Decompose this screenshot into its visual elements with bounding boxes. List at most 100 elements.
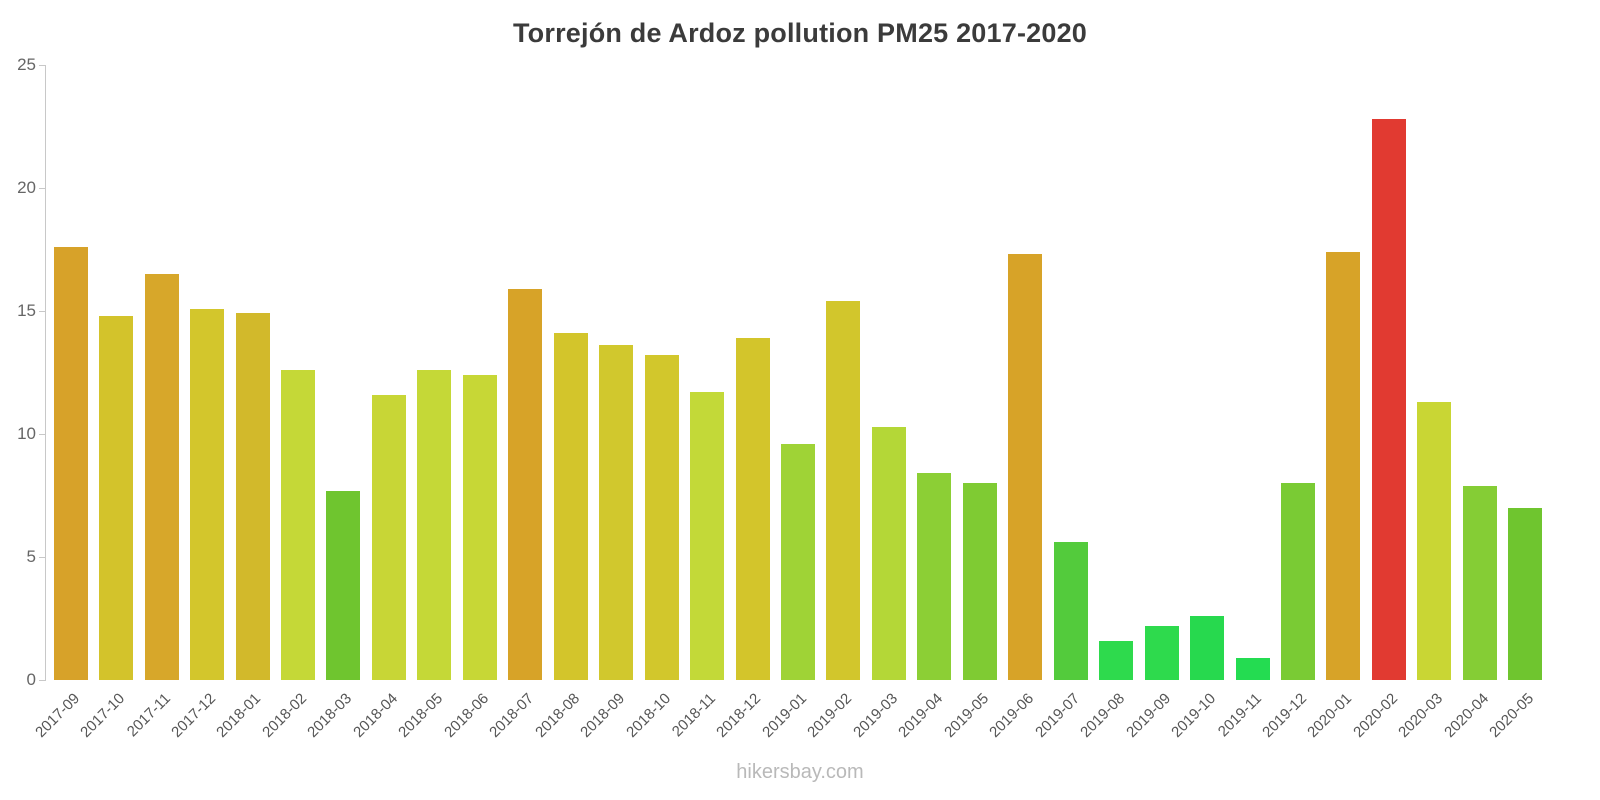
x-axis-label: 2018-09 — [577, 690, 629, 741]
bar-slot: 2018-03 — [305, 65, 366, 741]
bar-slot: 2018-04 — [350, 65, 411, 741]
bar-slot: 2017-12 — [168, 65, 229, 741]
bar — [190, 308, 225, 680]
y-axis-tick-label: 10 — [17, 424, 36, 443]
bar-slot: 2018-06 — [441, 65, 502, 741]
x-axis-label: 2018-03 — [304, 690, 356, 741]
bar-slot: 2019-05 — [941, 65, 1002, 741]
x-axis-label: 2018-11 — [668, 690, 720, 741]
x-axis-label: 2019-10 — [1168, 690, 1220, 741]
bar — [462, 374, 497, 680]
x-axis-label: 2020-02 — [1349, 690, 1401, 741]
bar — [1190, 616, 1225, 680]
bar — [644, 355, 679, 680]
bar — [1326, 251, 1361, 680]
y-axis-tick-mark — [39, 311, 45, 312]
bar-slot: 2018-08 — [532, 65, 593, 741]
bar-slot: 2019-06 — [986, 65, 1048, 741]
y-axis-tick-label: 0 — [26, 670, 36, 689]
bar-slot: 2018-05 — [395, 65, 457, 741]
bar-slot: 2019-10 — [1168, 65, 1229, 741]
bar — [1280, 483, 1315, 680]
y-axis-tick-label: 15 — [17, 301, 36, 320]
y-axis-tick-label: 20 — [17, 178, 36, 197]
bar-slot: 2020-01 — [1304, 65, 1366, 741]
bar-slot: 2018-07 — [486, 65, 548, 741]
bar — [599, 345, 634, 680]
bar-slot: 2019-07 — [1032, 65, 1093, 741]
bar — [1099, 640, 1134, 680]
bar-slot: 2018-01 — [214, 65, 275, 741]
bar — [826, 301, 861, 680]
bar — [326, 490, 361, 680]
x-axis-label: 2018-07 — [486, 690, 538, 741]
bar — [235, 313, 270, 680]
x-axis-label: 2020-01 — [1304, 690, 1356, 741]
bar-slot: 2019-03 — [850, 65, 911, 741]
bar — [144, 274, 179, 680]
bar — [917, 473, 952, 680]
bar — [735, 338, 770, 680]
x-axis-label: 2020-05 — [1486, 690, 1538, 741]
y-axis: 0 5 10 15 20 25 — [0, 55, 38, 689]
x-axis-label: 2018-12 — [713, 690, 765, 741]
x-axis-label: 2018-08 — [531, 690, 583, 741]
bar — [1417, 402, 1452, 680]
x-axis-label: 2018-04 — [349, 690, 401, 741]
bar-slot: 2019-01 — [759, 65, 820, 741]
x-axis-label: 2017-12 — [168, 690, 220, 741]
bar-slot: 2018-11 — [669, 65, 729, 740]
bar-slot: 2020-05 — [1486, 65, 1548, 741]
bar-slot: 2019-02 — [805, 65, 866, 741]
bar — [508, 288, 543, 680]
bar — [553, 333, 588, 680]
y-axis-tick-mark — [39, 65, 45, 66]
bar-slot: 2019-12 — [1259, 65, 1320, 741]
bar — [1508, 507, 1543, 680]
y-axis-tick-label: 5 — [26, 547, 36, 566]
bar — [871, 426, 906, 680]
x-axis-label: 2018-10 — [622, 690, 674, 741]
bar — [690, 392, 725, 680]
x-axis-label: 2019-12 — [1259, 690, 1310, 741]
bar-slot: 2019-09 — [1123, 65, 1184, 741]
bar-slot: 2020-02 — [1350, 65, 1411, 741]
bar-slot: 2018-12 — [714, 65, 775, 741]
bar — [1053, 542, 1088, 680]
y-axis-line — [45, 65, 46, 681]
bar — [1371, 119, 1406, 680]
footer-watermark: hikersbay.com — [736, 761, 864, 783]
x-axis-label: 2018-05 — [395, 690, 447, 741]
x-axis-label: 2020-04 — [1440, 690, 1492, 741]
bar-slot: 2019-08 — [1077, 65, 1138, 741]
x-axis-label: 2019-02 — [804, 690, 856, 741]
bar — [371, 394, 406, 680]
x-axis-label: 2019-09 — [1122, 690, 1174, 741]
x-axis-label: 2018-06 — [440, 690, 492, 741]
x-axis-label: 2019-03 — [849, 690, 901, 741]
bar — [99, 315, 134, 680]
x-axis-label: 2019-07 — [1031, 690, 1083, 741]
x-axis-label: 2019-04 — [895, 690, 947, 741]
bar — [417, 370, 452, 680]
x-axis-label: 2017-10 — [77, 690, 129, 741]
bar — [53, 247, 88, 680]
bar-slot: 2018-09 — [577, 65, 638, 741]
bar-slot: 2018-10 — [623, 65, 684, 741]
x-axis-label: 2017-09 — [31, 690, 83, 741]
bar-slot: 2019-11 — [1214, 65, 1275, 740]
y-axis-tick-mark — [39, 434, 45, 435]
bars-row: 2017-09 2017-10 2017-11 2017-12 2018-01 2018-… — [32, 65, 1548, 741]
bar — [962, 483, 997, 680]
bar-slot: 2020-03 — [1395, 65, 1457, 741]
bar-slot: 2017-09 — [32, 65, 93, 741]
x-axis-label: 2019-06 — [986, 690, 1038, 741]
y-axis-tick-mark — [39, 680, 45, 681]
chart-title: Torrejón de Ardoz pollution PM25 2017-20… — [512, 18, 1087, 48]
bar — [1144, 625, 1179, 680]
y-axis-tick-mark — [39, 188, 45, 189]
x-axis-label: 2018-01 — [213, 690, 265, 741]
x-axis-label: 2017-11 — [123, 690, 174, 741]
bar — [1235, 657, 1270, 680]
